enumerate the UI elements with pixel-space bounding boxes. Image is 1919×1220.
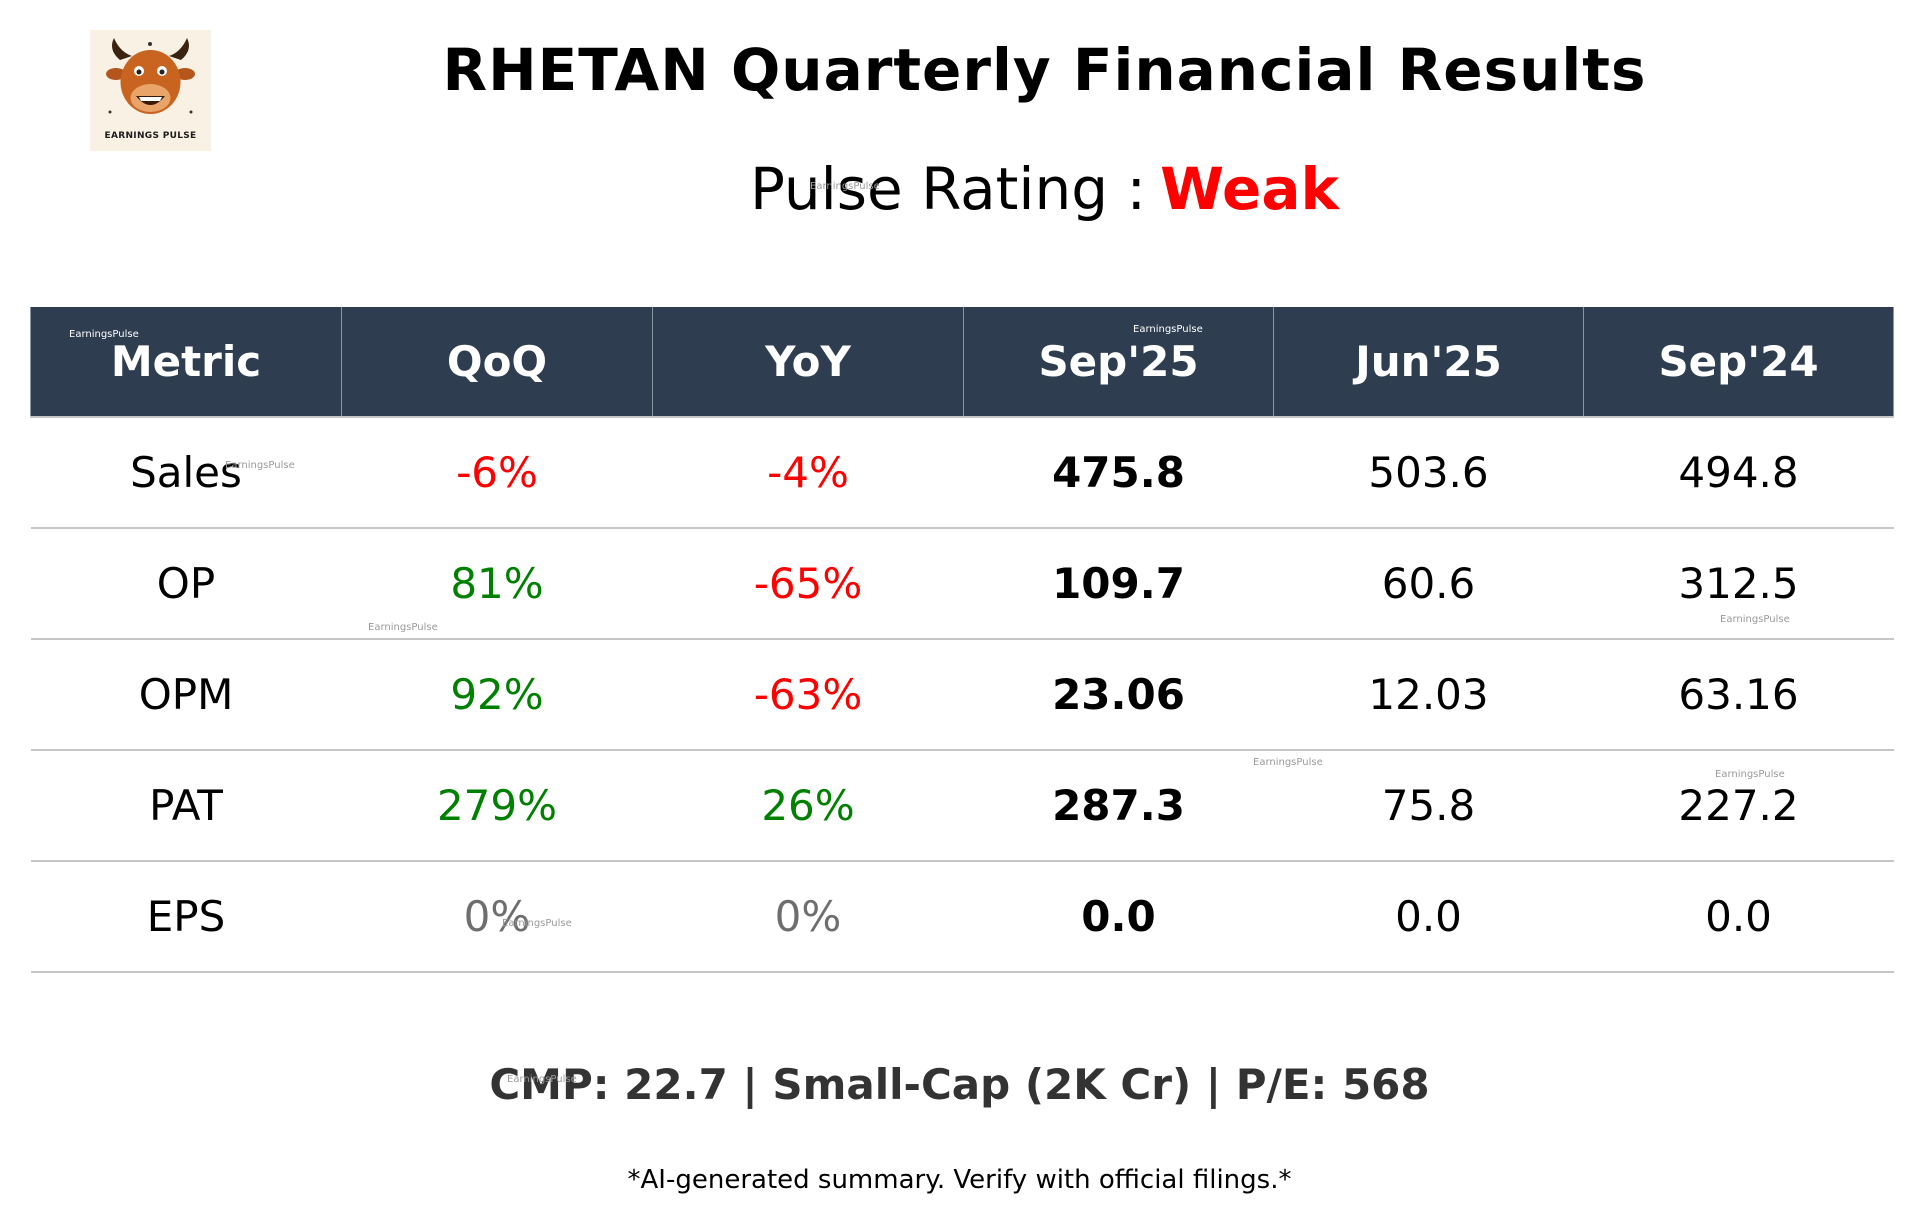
sep25-cell: 475.8	[963, 417, 1274, 529]
jun25-cell: 60.6	[1273, 528, 1584, 640]
watermark: EarningsPulse	[1720, 614, 1790, 625]
rating-label: Pulse Rating :	[749, 155, 1147, 223]
metric-cell: OP	[30, 528, 342, 640]
disclaimer: *AI-generated summary. Verify with offic…	[627, 1165, 1292, 1195]
yoy-cell: -65%	[652, 528, 964, 640]
sep25-cell: 109.7	[963, 528, 1274, 640]
sep24-cell: 312.5	[1583, 528, 1894, 640]
table-row: OP 81% -65% 109.7 60.6 312.5	[30, 528, 1894, 640]
page-title: RHETAN Quarterly Financial Results	[442, 36, 1647, 104]
table-row: OPM 92% -63% 23.06 12.03 63.16	[30, 639, 1894, 751]
watermark: EarningsPulse	[1133, 324, 1203, 335]
jun25-cell: 12.03	[1273, 639, 1584, 751]
watermark: EarningsPulse	[507, 1074, 577, 1085]
pulse-rating: Pulse Rating : Weak	[0, 155, 1919, 223]
metric-cell: PAT	[30, 750, 342, 862]
column-header-qoq: QoQ	[341, 307, 653, 418]
qoq-cell: 81%	[341, 528, 653, 640]
table-header-row: Metric QoQ YoY Sep'25 Jun'25 Sep'24	[30, 307, 1894, 418]
yoy-cell: 26%	[652, 750, 964, 862]
jun25-cell: 503.6	[1273, 417, 1584, 529]
watermark: EarningsPulse	[368, 622, 438, 633]
logo-text: EARNINGS PULSE	[104, 131, 197, 141]
yoy-cell: -63%	[652, 639, 964, 751]
watermark: EarningsPulse	[225, 460, 295, 471]
metric-cell: Sales	[30, 417, 342, 529]
table-row: PAT 279% 26% 287.3 75.8 227.2	[30, 750, 1894, 862]
qoq-cell: 0%	[341, 861, 653, 973]
column-header-sep24: Sep'24	[1583, 307, 1894, 418]
bull-icon	[106, 38, 195, 114]
column-header-sep25: Sep'25	[963, 307, 1274, 418]
column-header-yoy: YoY	[652, 307, 964, 418]
yoy-cell: 0%	[652, 861, 964, 973]
column-header-metric: Metric	[30, 307, 342, 418]
results-table: Metric QoQ YoY Sep'25 Jun'25 Sep'24 Sale…	[30, 307, 1894, 973]
metric-cell: OPM	[30, 639, 342, 751]
watermark: EarningsPulse	[502, 918, 572, 929]
qoq-cell: 279%	[341, 750, 653, 862]
sep24-cell: 494.8	[1583, 417, 1894, 529]
metric-cell: EPS	[30, 861, 342, 973]
watermark: EarningsPulse	[810, 181, 880, 192]
column-header-jun25: Jun'25	[1273, 307, 1584, 418]
table-row: Sales -6% -4% 475.8 503.6 494.8	[30, 417, 1894, 529]
sep25-cell: 0.0	[963, 861, 1274, 973]
watermark: EarningsPulse	[1715, 769, 1785, 780]
sep25-cell: 23.06	[963, 639, 1274, 751]
sep25-cell: 287.3	[963, 750, 1274, 862]
sep24-cell: 63.16	[1583, 639, 1894, 751]
earnings-pulse-logo: EARNINGS PULSE	[90, 30, 211, 151]
sep24-cell: 0.0	[1583, 861, 1894, 973]
sep24-cell: 227.2	[1583, 750, 1894, 862]
jun25-cell: 0.0	[1273, 861, 1584, 973]
qoq-cell: -6%	[341, 417, 653, 529]
yoy-cell: -4%	[652, 417, 964, 529]
watermark: EarningsPulse	[1253, 757, 1323, 768]
market-info: CMP: 22.7 | Small-Cap (2K Cr) | P/E: 568	[489, 1060, 1430, 1109]
table-row: EPS 0% 0% 0.0 0.0 0.0	[30, 861, 1894, 973]
jun25-cell: 75.8	[1273, 750, 1584, 862]
rating-value: Weak	[1160, 155, 1340, 223]
qoq-cell: 92%	[341, 639, 653, 751]
watermark: EarningsPulse	[69, 329, 139, 340]
